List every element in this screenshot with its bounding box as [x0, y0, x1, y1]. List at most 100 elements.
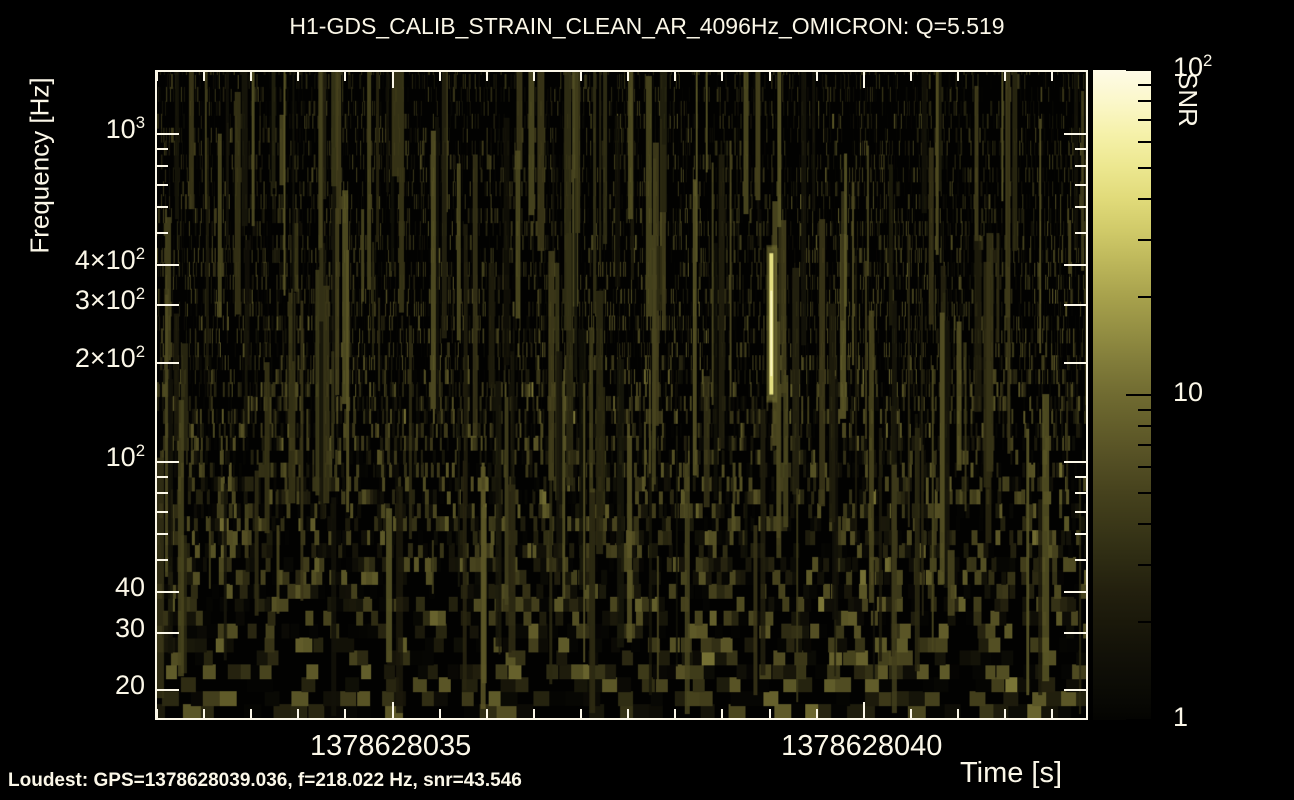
y-axis-tick-right: [1075, 533, 1086, 536]
colorbar-tick: [1138, 621, 1152, 624]
x-axis-tick: [815, 709, 818, 718]
colorbar-tick: [1138, 444, 1152, 447]
colorbar-tick: [1138, 491, 1152, 494]
colorbar-tick-label: 102: [1173, 51, 1213, 82]
x-axis-tick: [203, 709, 206, 718]
y-axis-tick-right: [1064, 304, 1086, 307]
colorbar-tick: [1138, 425, 1152, 428]
x-axis-tick: [909, 709, 912, 718]
y-axis-tick: [157, 165, 168, 167]
x-axis-tick-top: [909, 72, 912, 81]
x-axis-tick: [674, 709, 677, 718]
y-axis-tick-label: 30: [114, 612, 145, 643]
x-axis-tick-top: [203, 72, 206, 81]
colorbar[interactable]: [1093, 69, 1152, 721]
x-axis-tick: [391, 702, 394, 718]
x-axis-tick-top: [580, 72, 583, 81]
x-axis-tick-top: [157, 72, 158, 81]
x-axis-tick-top: [957, 72, 960, 81]
colorbar-tick-label: 1: [1173, 702, 1189, 732]
y-axis-tick: [157, 631, 179, 634]
colorbar-tick: [1138, 563, 1152, 566]
y-axis-tick: [157, 511, 168, 514]
x-axis-tick: [721, 709, 724, 718]
y-axis-tick-right: [1075, 475, 1086, 478]
y-axis-tick-right: [1075, 148, 1086, 151]
loudest-event-note: Loudest: GPS=1378628039.036, f=218.022 H…: [8, 770, 522, 791]
y-axis-tick: [157, 205, 168, 208]
plot-area[interactable]: [155, 70, 1088, 720]
y-axis-tick-label: 20: [114, 670, 145, 701]
y-axis-tick-label: 4×102: [74, 243, 145, 275]
x-axis-tick-top: [391, 72, 394, 88]
x-axis-tick: [532, 709, 535, 718]
y-axis-tick-label: 2×102: [74, 342, 145, 374]
x-axis-tick-label: 1378628040: [781, 730, 943, 762]
x-axis-tick-top: [532, 72, 535, 81]
y-axis-tick-right: [1064, 460, 1086, 463]
x-axis-tick: [1004, 709, 1007, 718]
y-axis-tick-right: [1075, 183, 1086, 186]
x-axis-tick-top: [674, 72, 677, 81]
y-axis-tick: [157, 263, 179, 266]
colorbar-title: SNR: [1173, 72, 1203, 127]
y-axis-tick-right: [1064, 263, 1086, 266]
y-axis-tick: [157, 304, 179, 307]
x-axis-tick-top: [297, 72, 300, 81]
x-axis-tick-top: [438, 72, 441, 81]
colorbar-tick: [1138, 296, 1152, 299]
y-axis-tick: [157, 362, 179, 365]
y-axis-tick: [157, 559, 168, 562]
x-axis-tick-label: 1378628035: [309, 730, 472, 762]
colorbar-tick: [1138, 198, 1152, 201]
colorbar-tick: [1138, 83, 1152, 86]
y-axis-tick: [157, 492, 168, 495]
colorbar-tick-label: 10: [1173, 377, 1204, 407]
spectrogram-canvas[interactable]: [157, 72, 1086, 718]
x-axis-tick: [438, 709, 441, 718]
x-axis-tick: [768, 709, 771, 718]
colorbar-tick: [1138, 523, 1152, 526]
y-axis-tick: [157, 475, 168, 478]
x-axis-tick: [157, 709, 158, 718]
y-axis-tick-right: [1064, 689, 1086, 692]
colorbar-tick: [1126, 394, 1152, 396]
y-axis-tick: [157, 231, 168, 234]
y-axis-tick-right: [1064, 631, 1086, 634]
x-axis-tick: [862, 702, 865, 718]
colorbar-tick: [1138, 141, 1152, 144]
colorbar-tick: [1138, 100, 1152, 103]
y-axis-tick-right: [1064, 362, 1086, 365]
y-axis-tick-right: [1075, 231, 1086, 234]
x-axis-tick-top: [768, 72, 771, 81]
y-axis-tick: [157, 533, 168, 536]
x-axis-tick: [1051, 709, 1054, 718]
x-axis-tick-top: [862, 72, 865, 88]
colorbar-tick: [1138, 238, 1152, 241]
x-axis-tick-top: [1004, 72, 1007, 81]
x-axis-tick-top: [485, 72, 488, 81]
x-axis-tick: [250, 709, 253, 718]
y-axis-tick-label: 102: [105, 440, 145, 472]
y-axis-tick-right: [1075, 559, 1086, 562]
y-axis-tick: [157, 460, 179, 463]
y-axis-tick-label: 3×102: [74, 284, 145, 316]
x-axis-tick: [485, 709, 488, 718]
y-axis-tick-right: [1075, 492, 1086, 495]
y-axis-tick: [157, 590, 179, 593]
y-axis-tick: [157, 148, 168, 151]
y-axis-tick-label: 40: [114, 571, 145, 602]
y-axis-tick-right: [1075, 165, 1086, 167]
y-axis-tick: [157, 133, 179, 136]
y-axis-tick-right: [1075, 205, 1086, 208]
x-axis-tick: [297, 709, 300, 718]
x-axis-title: Time [s]: [960, 757, 1063, 789]
colorbar-tick: [1138, 408, 1152, 411]
x-axis-tick-top: [721, 72, 724, 81]
y-axis-tick-right: [1075, 511, 1086, 514]
x-axis-tick-top: [250, 72, 253, 81]
x-axis-tick-top: [627, 72, 630, 81]
y-axis-tick-right: [1064, 590, 1086, 593]
colorbar-tick: [1138, 466, 1152, 469]
